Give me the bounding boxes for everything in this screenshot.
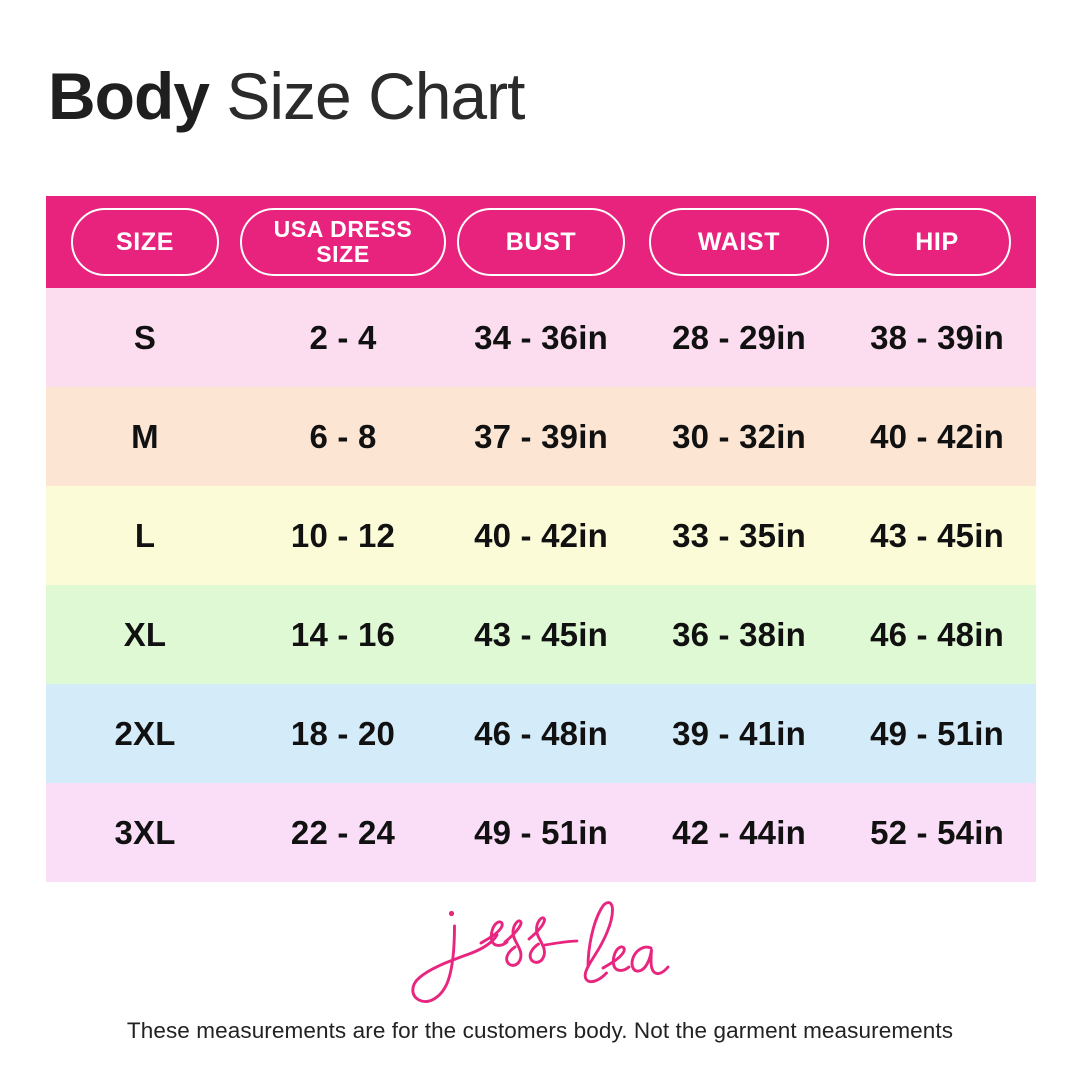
cell-size: 2XL <box>114 714 176 752</box>
header-pill-label: WAIST <box>697 227 781 256</box>
size-chart-table: SIZE USA DRESS SIZE BUST WAIST HIP S 2 - 4 34 … <box>46 196 1036 882</box>
header-pill-label: HIP <box>915 227 959 256</box>
cell-size: XL <box>123 615 167 653</box>
cell-hip: 43 - 45in <box>870 516 1004 554</box>
cell-usa-dress-size: 10 - 12 <box>290 516 396 554</box>
column-header-usa-dress-size: USA DRESS SIZE <box>240 196 446 288</box>
cell-size: S <box>133 318 157 356</box>
table-row: 2XL 18 - 20 46 - 48in 39 - 41in 49 - 51in <box>46 684 1036 783</box>
cell-waist: 39 - 41in <box>672 714 806 752</box>
header-cell-wrap: BUST <box>442 196 640 288</box>
header-pill-label: USA DRESS SIZE <box>273 216 413 267</box>
header-pill-size: SIZE <box>71 208 219 276</box>
table-row: M 6 - 8 37 - 39in 30 - 32in 40 - 42in <box>46 387 1036 486</box>
cell-usa-dress-size: 2 - 4 <box>309 318 377 356</box>
header-pill-waist: WAIST <box>649 208 829 276</box>
table-header: SIZE USA DRESS SIZE BUST WAIST HIP <box>46 196 1036 288</box>
header-pill-usa-dress-size: USA DRESS SIZE <box>240 208 446 276</box>
header-pill-label: SIZE <box>116 227 174 256</box>
cell-waist: 36 - 38in <box>672 615 806 653</box>
cell-bust: 43 - 45in <box>474 615 608 653</box>
table-body: S 2 - 4 34 - 36in 28 - 29in 38 - 39in M 6 - 8 3… <box>46 288 1036 882</box>
cell-hip: 38 - 39in <box>870 318 1004 356</box>
cell-waist: 30 - 32in <box>672 417 806 455</box>
cell-hip: 49 - 51in <box>870 714 1004 752</box>
cell-waist: 42 - 44in <box>672 813 806 851</box>
cell-bust: 37 - 39in <box>474 417 608 455</box>
page-title-light: Size Chart <box>209 59 525 133</box>
cell-hip: 52 - 54in <box>870 813 1004 851</box>
column-header-waist: WAIST <box>640 196 838 288</box>
cell-waist: 28 - 29in <box>672 318 806 356</box>
cell-hip: 46 - 48in <box>870 615 1004 653</box>
cell-size: 3XL <box>114 813 176 851</box>
table-row: L 10 - 12 40 - 42in 33 - 35in 43 - 45in <box>46 486 1036 585</box>
cell-hip: 40 - 42in <box>870 417 1004 455</box>
header-row: SIZE USA DRESS SIZE BUST WAIST HIP <box>46 196 1036 288</box>
header-cell-wrap: SIZE <box>46 196 244 288</box>
column-header-bust: BUST <box>442 196 640 288</box>
brand-logo <box>0 893 1080 1008</box>
cell-usa-dress-size: 6 - 8 <box>309 417 377 455</box>
column-header-size: SIZE <box>46 196 244 288</box>
page-title: Body Size Chart <box>48 59 525 133</box>
table-row: XL 14 - 16 43 - 45in 36 - 38in 46 - 48in <box>46 585 1036 684</box>
footer-note: These measurements are for the customers… <box>126 1018 954 1043</box>
page-title-bold: Body <box>48 59 210 133</box>
column-header-hip: HIP <box>838 196 1036 288</box>
header-pill-hip: HIP <box>863 208 1011 276</box>
cell-bust: 49 - 51in <box>474 813 608 851</box>
cell-usa-dress-size: 14 - 16 <box>290 615 396 653</box>
header-pill-label: BUST <box>505 227 577 256</box>
cell-waist: 33 - 35in <box>672 516 806 554</box>
cell-size: M <box>131 417 159 455</box>
table-row: 3XL 22 - 24 49 - 51in 42 - 44in 52 - 54in <box>46 783 1036 882</box>
header-cell-wrap: WAIST <box>640 196 838 288</box>
cell-usa-dress-size: 22 - 24 <box>290 813 396 851</box>
table-row: S 2 - 4 34 - 36in 28 - 29in 38 - 39in <box>46 288 1036 387</box>
jess-lea-script-logo <box>411 900 670 1003</box>
cell-bust: 46 - 48in <box>474 714 608 752</box>
cell-size: L <box>134 516 156 554</box>
cell-bust: 40 - 42in <box>474 516 608 554</box>
header-cell-wrap: HIP <box>838 196 1036 288</box>
header-cell-wrap: USA DRESS SIZE <box>240 196 446 288</box>
cell-bust: 34 - 36in <box>474 318 608 356</box>
header-pill-bust: BUST <box>457 208 625 276</box>
cell-usa-dress-size: 18 - 20 <box>290 714 396 752</box>
